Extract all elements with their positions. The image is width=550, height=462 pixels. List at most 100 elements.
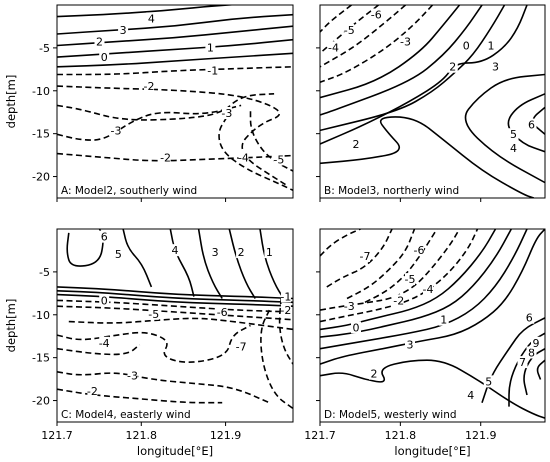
contour-label: 9 xyxy=(533,337,540,350)
contour-label: 3 xyxy=(212,246,219,259)
contour-label: 3 xyxy=(407,339,414,352)
contour-line xyxy=(169,229,195,297)
y-axis-label: depth[m] xyxy=(4,299,18,353)
x-tick-label: 121.9 xyxy=(465,429,497,442)
contour-line xyxy=(320,5,379,54)
contour-label: -2 xyxy=(160,151,171,164)
contour-line xyxy=(320,229,497,331)
contour-label: 1 xyxy=(207,41,214,54)
y-tick-label: -10 xyxy=(32,309,50,322)
contour-label: 2 xyxy=(96,36,103,49)
contour-label: -4 xyxy=(238,151,249,164)
axes-frame xyxy=(56,4,294,199)
contour-label: -4 xyxy=(423,283,434,296)
x-tick-label: 121.8 xyxy=(126,429,158,442)
contour-line xyxy=(57,5,239,18)
contour-label: 0 xyxy=(101,51,108,64)
contour-line xyxy=(57,371,270,404)
contour-label: 7 xyxy=(519,356,526,369)
contour-line xyxy=(320,229,528,350)
contour-label: -4 xyxy=(99,337,110,350)
contour-label: 2 xyxy=(353,138,360,151)
y-tick-label: -5 xyxy=(39,42,50,55)
contour-label: -6 xyxy=(217,306,228,319)
panel-D: -7 -6 -5 -4 -3 -2 0 1 3 2 45 6 789 121.7 121.8 121.9 D: … xyxy=(304,228,546,458)
contour-label: -2 xyxy=(280,304,291,317)
contour-line xyxy=(57,344,141,356)
y-tick-label: -15 xyxy=(32,352,50,365)
contour-line xyxy=(57,93,275,121)
y-tick-label: -15 xyxy=(32,128,50,141)
contour-line xyxy=(57,66,293,76)
contour-label: 0 xyxy=(463,39,470,52)
contour-line xyxy=(197,229,223,299)
contour-label: 5 xyxy=(115,248,122,261)
contour-line xyxy=(320,229,479,323)
y-tick-label: -20 xyxy=(32,171,50,184)
contour-line xyxy=(57,388,223,404)
x-tick-label: 121.9 xyxy=(210,429,242,442)
contour-line xyxy=(320,5,352,33)
contour-line xyxy=(320,229,461,311)
contour-label: 5 xyxy=(510,128,517,141)
y-tick-label: -10 xyxy=(32,85,50,98)
contour-line xyxy=(260,309,293,410)
x-axis-label: longitude[°E] xyxy=(137,444,213,458)
contour-line xyxy=(320,5,407,68)
contour-label: -1 xyxy=(207,65,218,78)
contour-labels: -6 -5 -4 -3 0 1 2 3 654 2 xyxy=(328,8,537,155)
contour-line xyxy=(57,286,293,300)
contour-line xyxy=(57,13,293,35)
contour-line xyxy=(320,5,434,83)
contour-labels: 65 4 3 2 10 -1-2-5 -6-4-3-2-7 xyxy=(87,230,291,398)
contour-line xyxy=(57,85,289,188)
contour-label: -5 xyxy=(344,24,355,37)
contour-label: 3 xyxy=(492,61,499,74)
contour-label: 1 xyxy=(266,246,273,259)
contour-label: -2 xyxy=(393,294,404,307)
axes-frame xyxy=(56,228,294,423)
contour-line xyxy=(57,38,293,58)
contour-line xyxy=(320,5,461,99)
contour-line xyxy=(320,359,545,419)
x-axis-label: longitude[°E] xyxy=(394,444,470,458)
contour-label: 6 xyxy=(526,312,533,325)
contour-line xyxy=(536,359,545,380)
axes-frame xyxy=(319,228,546,423)
panel-title: C: Model4, easterly wind xyxy=(61,409,191,421)
contour-line xyxy=(57,152,293,162)
contour-label: -6 xyxy=(414,244,425,257)
contour-label: -5 xyxy=(148,308,159,321)
contour-line xyxy=(278,298,293,365)
contour-line xyxy=(320,229,361,257)
contour-line xyxy=(57,25,293,47)
contour-line xyxy=(57,290,293,304)
axes-frame xyxy=(319,4,546,199)
contour-label: -3 xyxy=(127,370,138,383)
contour-label: -5 xyxy=(273,153,284,166)
contour-line xyxy=(320,5,483,116)
contour-label: 0 xyxy=(101,294,108,307)
contour-label: 1 xyxy=(440,314,447,327)
contour-labels: -7 -6 -5 -4 -3 -2 0 1 3 2 45 6 789 xyxy=(344,244,541,402)
contour-line xyxy=(228,229,256,299)
panel-title: D: Model5, westerly wind xyxy=(324,409,457,421)
contour-label: 3 xyxy=(120,24,127,37)
y-tick-label: -5 xyxy=(39,266,50,279)
contour-line xyxy=(320,229,545,365)
contour-line xyxy=(259,229,285,299)
contour-label: 5 xyxy=(485,375,492,388)
panel-B: -6 -5 -4 -3 0 1 2 3 654 2 B: Model3, northerly win… xyxy=(316,4,546,202)
contour-line xyxy=(122,229,153,288)
contour-label: -6 xyxy=(371,9,382,22)
y-tick-label: -20 xyxy=(32,395,50,408)
contour-label: -3 xyxy=(400,36,411,49)
contour-label: 2 xyxy=(371,368,378,381)
contour-label: 4 xyxy=(172,244,179,257)
contour-line xyxy=(320,5,506,132)
contour-lines xyxy=(320,5,545,198)
contour-label: 2 xyxy=(238,246,245,259)
contour-label: 0 xyxy=(353,321,360,334)
panel-A: 4 3 2 1 0 -1 -2 -3 -3 -2 -4 -5 -5 -10 -15 -20 A: Model2,… xyxy=(4,4,294,202)
